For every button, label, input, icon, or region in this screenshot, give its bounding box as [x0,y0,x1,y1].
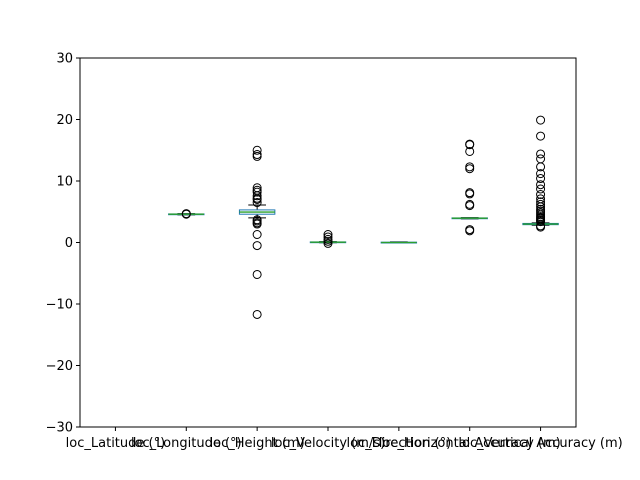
y-tick-label: −20 [46,359,73,374]
outlier-point [465,146,475,156]
y-axis: −30 −20 −10 0 10 20 30 [46,52,80,436]
box-group [309,230,347,248]
outlier-point [465,226,475,236]
box-group [168,209,205,219]
outlier-point [252,191,262,201]
y-tick-label: 30 [56,52,73,67]
outlier-point [536,190,546,200]
outlier-point [252,194,262,204]
outlier-point [465,140,475,150]
x-axis: loc_Latitude (°)loc_Longitude (°)loc_Hei… [66,427,623,451]
outlier-point [536,115,546,125]
outlier-point [536,199,546,209]
outlier-point [252,269,262,279]
x-tick-label: loc_Latitude (°) [66,436,166,451]
x-tick-label: loc_Horizontal Accuracy (m) [379,436,561,451]
outlier-point [252,230,262,240]
outlier-point [252,241,262,251]
outlier-point [252,145,262,155]
y-tick-label: 10 [56,175,73,190]
box-group [522,115,559,232]
y-tick-label: −30 [46,421,73,436]
outlier-point [536,149,546,159]
outlier-point [536,174,546,184]
x-tick-label: loc_Vertical Accuracy (m) [458,436,622,451]
outlier-point [536,169,546,179]
y-tick-label: 20 [56,113,73,128]
outlier-point [323,236,333,246]
x-tick-label: loc_Height (m) [210,436,305,451]
outlier-point [536,162,546,172]
outlier-point [536,222,546,232]
outlier-point [536,217,546,227]
outlier-point [323,232,333,242]
outlier-point [536,180,546,190]
box-group [238,145,276,319]
y-tick-label: −10 [46,298,73,313]
y-tick-label: 0 [65,236,73,251]
outlier-point [252,187,262,197]
outlier-point [252,198,262,208]
outlier-point [536,197,546,207]
x-tick-label: loc_Velocity (m/s) [271,436,385,451]
box-group [380,241,418,244]
outlier-point [323,230,333,240]
plot-marks [168,115,559,319]
box-group [451,139,488,236]
outlier-point [536,131,546,141]
outlier-point [252,309,262,319]
outlier-point [465,201,475,211]
outlier-point [252,219,262,229]
outlier-point [323,238,333,248]
outlier-point [181,209,191,219]
outlier-point [465,164,475,174]
x-tick-label: loc_Longitude (°) [131,436,242,451]
outlier-point [465,189,475,199]
outlier-point [252,151,262,161]
outlier-point [536,184,546,194]
x-tick-label: loc_Direction (°) [346,436,451,451]
